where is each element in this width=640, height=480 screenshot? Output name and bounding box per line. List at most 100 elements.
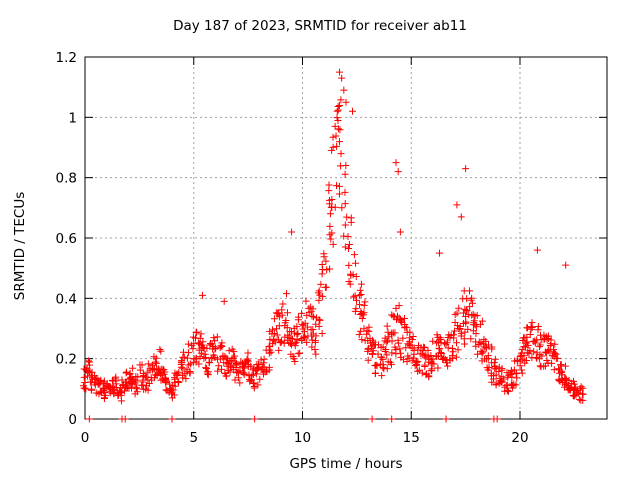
- data-point: [211, 337, 219, 345]
- data-point: [152, 359, 160, 367]
- data-point: [420, 344, 428, 352]
- data-point: [364, 356, 372, 364]
- data-point: [158, 375, 166, 383]
- data-point: [410, 344, 418, 352]
- data-point: [467, 296, 475, 304]
- data-point: [110, 389, 118, 397]
- data-point: [301, 334, 309, 342]
- data-point: [131, 380, 139, 388]
- data-point: [173, 370, 181, 378]
- data-point: [466, 287, 474, 295]
- data-point: [333, 142, 341, 150]
- y-tick-label: 0.8: [56, 171, 77, 187]
- data-point: [311, 346, 319, 354]
- data-point: [453, 309, 461, 317]
- data-point: [198, 291, 206, 299]
- data-point: [433, 352, 441, 360]
- data-point: [536, 343, 544, 351]
- data-point: [401, 315, 409, 323]
- data-point: [464, 325, 472, 333]
- data-point: [357, 280, 365, 288]
- data-point: [182, 375, 190, 383]
- data-point: [517, 351, 525, 359]
- data-point: [538, 352, 546, 360]
- data-point: [341, 188, 349, 196]
- data-point: [526, 346, 534, 354]
- data-point: [450, 331, 458, 339]
- chart-title: Day 187 of 2023, SRMTID for receiver ab1…: [173, 18, 467, 34]
- data-point: [179, 374, 187, 382]
- data-point: [84, 357, 92, 365]
- data-point: [175, 378, 183, 386]
- data-point: [87, 386, 95, 394]
- data-point: [498, 366, 506, 374]
- data-point: [323, 266, 331, 274]
- data-point: [179, 364, 187, 372]
- data-point: [205, 358, 213, 366]
- data-point: [434, 364, 442, 372]
- data-point: [328, 229, 336, 237]
- data-point: [311, 338, 319, 346]
- data-point: [180, 353, 188, 361]
- data-point: [384, 328, 392, 336]
- data-point: [551, 349, 559, 357]
- data-point: [358, 336, 366, 344]
- data-point: [410, 350, 418, 358]
- data-point: [203, 368, 211, 376]
- data-point: [543, 349, 551, 357]
- data-point: [448, 345, 456, 353]
- data-point: [414, 367, 422, 375]
- data-point: [329, 240, 337, 248]
- data-point: [405, 340, 413, 348]
- data-point: [562, 381, 570, 389]
- data-point: [100, 395, 108, 403]
- data-point: [118, 376, 126, 384]
- data-point: [478, 317, 486, 325]
- data-point: [206, 341, 214, 349]
- data-point: [196, 353, 204, 361]
- data-point: [151, 358, 159, 366]
- data-point: [336, 138, 344, 146]
- data-point: [394, 168, 402, 176]
- data-point: [345, 241, 353, 249]
- data-point: [522, 356, 530, 364]
- data-point: [518, 369, 526, 377]
- data-point: [160, 366, 168, 374]
- data-point: [228, 357, 236, 365]
- data-point: [509, 382, 517, 390]
- data-point: [266, 336, 274, 344]
- data-point: [202, 364, 210, 372]
- data-point: [217, 365, 225, 373]
- data-point: [391, 343, 399, 351]
- data-point: [249, 380, 257, 388]
- data-point: [332, 132, 340, 140]
- data-point: [144, 360, 152, 368]
- data-point: [133, 385, 141, 393]
- data-point: [360, 309, 368, 317]
- data-point: [315, 322, 323, 330]
- data-point: [457, 213, 465, 221]
- data-point: [298, 320, 306, 328]
- data-point: [213, 333, 221, 341]
- data-point: [350, 251, 358, 259]
- data-point: [92, 375, 100, 383]
- data-point: [327, 235, 335, 243]
- data-point: [425, 372, 433, 380]
- data-point: [345, 244, 353, 252]
- data-point: [326, 222, 334, 230]
- data-point: [253, 361, 261, 369]
- data-point: [197, 330, 205, 338]
- data-point: [301, 319, 309, 327]
- data-point: [462, 306, 470, 314]
- data-point: [85, 415, 93, 423]
- data-point: [420, 343, 428, 351]
- data-point: [392, 159, 400, 167]
- data-point: [286, 328, 294, 336]
- data-point: [93, 375, 101, 383]
- data-point: [362, 330, 370, 338]
- data-point: [346, 280, 354, 288]
- data-point: [436, 336, 444, 344]
- data-point: [333, 182, 341, 190]
- data-point: [168, 390, 176, 398]
